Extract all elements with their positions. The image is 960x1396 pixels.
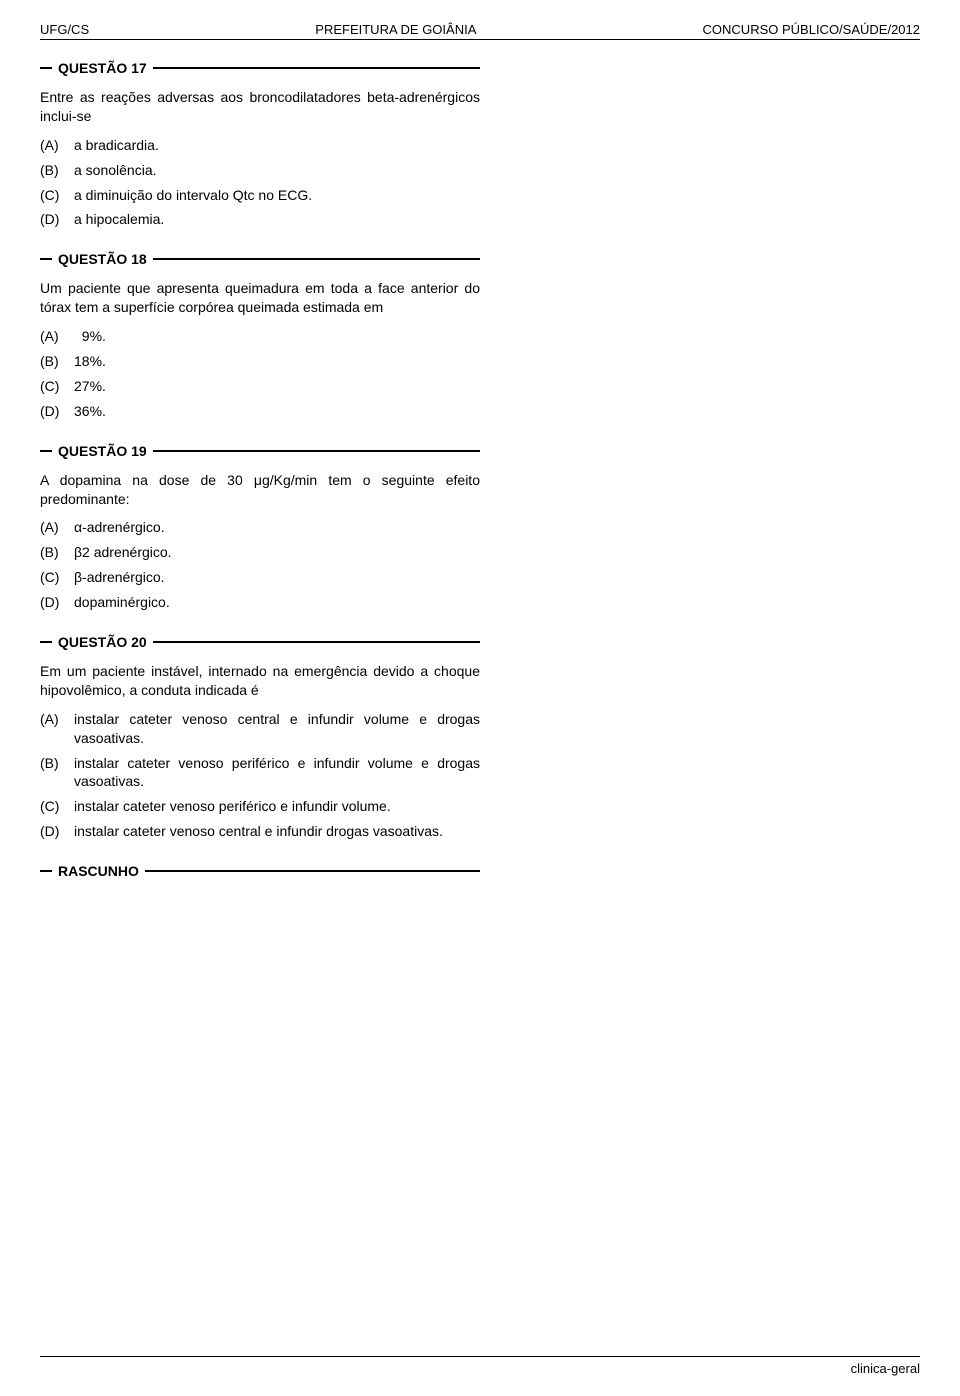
option-letter: (D) (40, 822, 74, 841)
options-list: (A)a bradicardia. (B)a sonolência. (C)a … (40, 136, 480, 230)
option-letter: (C) (40, 377, 74, 396)
option-item: (B)18%. (40, 352, 480, 371)
option-item: (D)dopaminérgico. (40, 593, 480, 612)
page-header: UFG/CS PREFEITURA DE GOIÂNIA CONCURSO PÚ… (40, 22, 920, 37)
option-item: (B)β2 adrenérgico. (40, 543, 480, 562)
question-tick-icon (40, 641, 52, 643)
question-text: Entre as reações adversas aos broncodila… (40, 88, 480, 126)
option-item: (D)a hipocalemia. (40, 210, 480, 229)
option-item: (A)instalar cateter venoso central e inf… (40, 710, 480, 748)
question-tick-icon (40, 450, 52, 452)
option-item: (C)a diminuição do intervalo Qtc no ECG. (40, 186, 480, 205)
options-list: (A) 9%. (B)18%. (C)27%. (D)36%. (40, 327, 480, 421)
option-item: (B)instalar cateter venoso periférico e … (40, 754, 480, 792)
option-item: (C)27%. (40, 377, 480, 396)
option-letter: (D) (40, 593, 74, 612)
question-text: Um paciente que apresenta queimadura em … (40, 279, 480, 317)
question-line-icon (153, 67, 480, 69)
question-label: QUESTÃO 19 (52, 443, 153, 459)
question-line-icon (153, 641, 480, 643)
options-list: (A)α-adrenérgico. (B)β2 adrenérgico. (C)… (40, 518, 480, 612)
header-center: PREFEITURA DE GOIÂNIA (315, 22, 476, 37)
option-text: a sonolência. (74, 161, 480, 180)
option-text: β2 adrenérgico. (74, 543, 480, 562)
option-letter: (C) (40, 186, 74, 205)
option-letter: (B) (40, 754, 74, 792)
option-text: α-adrenérgico. (74, 518, 480, 537)
option-item: (D)instalar cateter venoso central e inf… (40, 822, 480, 841)
option-text: a diminuição do intervalo Qtc no ECG. (74, 186, 480, 205)
option-letter: (A) (40, 327, 74, 346)
option-text: a bradicardia. (74, 136, 480, 155)
option-item: (C)instalar cateter venoso periférico e … (40, 797, 480, 816)
option-item: (A) 9%. (40, 327, 480, 346)
rascunho-header: RASCUNHO (40, 863, 480, 879)
option-item: (C)β-adrenérgico. (40, 568, 480, 587)
question-label: QUESTÃO 20 (52, 634, 153, 650)
option-letter: (C) (40, 568, 74, 587)
option-text: β-adrenérgico. (74, 568, 480, 587)
option-letter: (D) (40, 210, 74, 229)
question-tick-icon (40, 258, 52, 260)
option-item: (D)36%. (40, 402, 480, 421)
question-text: Em um paciente instável, internado na em… (40, 662, 480, 700)
question-header: QUESTÃO 17 (40, 60, 480, 76)
question-tick-icon (40, 67, 52, 69)
header-divider (40, 39, 920, 40)
question-label: QUESTÃO 17 (52, 60, 153, 76)
option-text: instalar cateter venoso periférico e inf… (74, 797, 480, 816)
options-list: (A)instalar cateter venoso central e inf… (40, 710, 480, 841)
option-letter: (B) (40, 352, 74, 371)
question-line-icon (145, 870, 480, 872)
question-header: QUESTÃO 20 (40, 634, 480, 650)
option-item: (A)a bradicardia. (40, 136, 480, 155)
option-text: dopaminérgico. (74, 593, 480, 612)
option-text: 27%. (74, 377, 480, 396)
option-text: a hipocalemia. (74, 210, 480, 229)
question-label: QUESTÃO 18 (52, 251, 153, 267)
option-letter: (A) (40, 136, 74, 155)
question-header: QUESTÃO 18 (40, 251, 480, 267)
header-right: CONCURSO PÚBLICO/SAÚDE/2012 (703, 22, 920, 37)
option-text: instalar cateter venoso central e infund… (74, 822, 480, 841)
option-letter: (B) (40, 161, 74, 180)
question-tick-icon (40, 870, 52, 872)
option-item: (A)α-adrenérgico. (40, 518, 480, 537)
option-letter: (A) (40, 710, 74, 748)
option-letter: (B) (40, 543, 74, 562)
question-header: QUESTÃO 19 (40, 443, 480, 459)
option-text: 18%. (74, 352, 480, 371)
option-item: (B)a sonolência. (40, 161, 480, 180)
option-text: instalar cateter venoso central e infund… (74, 710, 480, 748)
question-text: A dopamina na dose de 30 μg/Kg/min tem o… (40, 471, 480, 509)
content-column: QUESTÃO 17 Entre as reações adversas aos… (40, 60, 480, 879)
option-text: instalar cateter venoso periférico e inf… (74, 754, 480, 792)
option-letter: (A) (40, 518, 74, 537)
option-text: 36%. (74, 402, 480, 421)
footer-divider (40, 1356, 920, 1357)
option-text: 9%. (74, 327, 480, 346)
page-footer: clinica-geral (40, 1356, 920, 1376)
option-letter: (D) (40, 402, 74, 421)
header-left: UFG/CS (40, 22, 89, 37)
question-line-icon (153, 258, 480, 260)
footer-right: clinica-geral (40, 1361, 920, 1376)
option-letter: (C) (40, 797, 74, 816)
rascunho-label: RASCUNHO (52, 863, 145, 879)
question-line-icon (153, 450, 480, 452)
